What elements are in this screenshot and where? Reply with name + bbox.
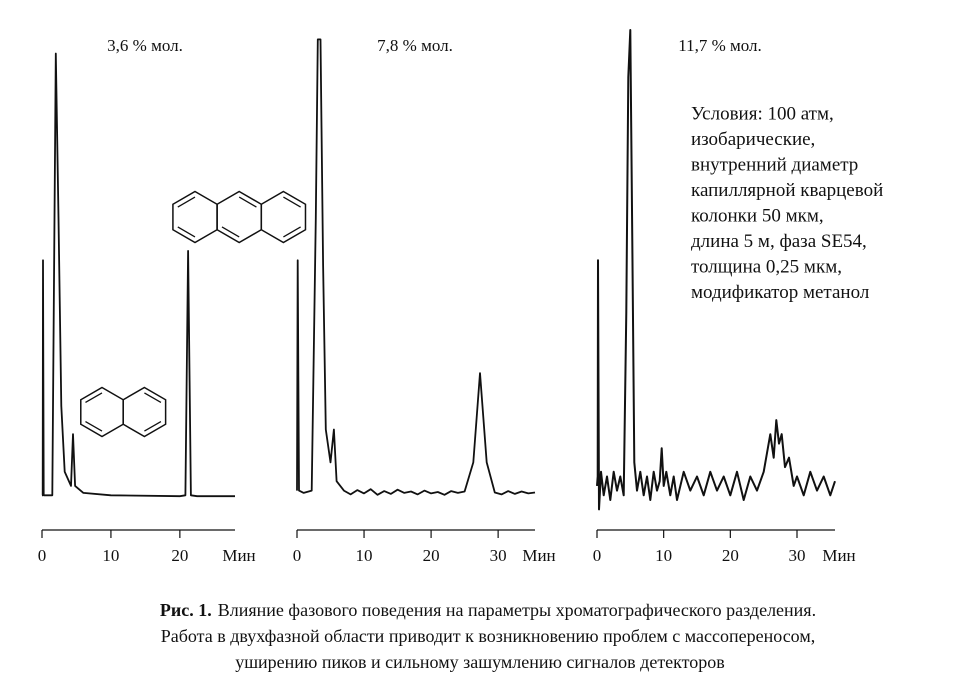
x-tick-label: 20 <box>171 546 188 565</box>
double-bond <box>283 196 301 208</box>
ring <box>172 190 218 244</box>
conditions-text: модификатор метанол <box>691 282 870 303</box>
conditions-text: длина 5 м, фаза SE54, <box>691 231 867 252</box>
double-bond <box>144 392 162 404</box>
double-bond <box>85 392 103 404</box>
chart-title: 7,8 % мол. <box>377 36 453 55</box>
conditions-text: колонки 50 мкм, <box>691 205 824 226</box>
double-bond <box>238 196 257 208</box>
x-tick-label: 20 <box>423 546 440 565</box>
caption-line: уширению пиков и сильному зашумлению сиг… <box>235 652 725 672</box>
conditions-text: толщина 0,25 мкм, <box>691 256 842 277</box>
chromatogram-trace <box>596 29 836 511</box>
x-tick-label: 30 <box>789 546 806 565</box>
conditions-text: капиллярной кварцевой <box>691 180 883 201</box>
x-tick-label: 0 <box>593 546 602 565</box>
caption-line: Рис. 1. Влияние фазового поведения на пар… <box>160 600 816 620</box>
conditions-text: изобарические, <box>691 129 815 150</box>
double-bond <box>85 420 103 432</box>
double-bond <box>221 226 240 238</box>
conditions-text: внутренний диаметр <box>691 154 858 175</box>
double-bond <box>283 226 301 238</box>
double-bond <box>177 196 196 208</box>
chromatogram-trace <box>296 38 536 496</box>
ring <box>260 190 307 244</box>
double-bond <box>177 226 196 238</box>
x-axis-label: Мин <box>822 546 855 565</box>
chart-title: 11,7 % мол. <box>678 36 762 55</box>
x-tick-label: 10 <box>655 546 672 565</box>
x-tick-label: 0 <box>293 546 302 565</box>
caption-label: Рис. 1. <box>160 600 212 620</box>
ring <box>80 386 124 438</box>
double-bond <box>144 420 162 432</box>
x-axis-label: Мин <box>522 546 555 565</box>
x-tick-label: 30 <box>490 546 507 565</box>
chromatogram-trace <box>41 52 235 498</box>
ring <box>122 386 167 438</box>
x-tick-label: 0 <box>38 546 47 565</box>
conditions-text: Условия: 100 атм, <box>691 103 834 124</box>
x-axis-label: Мин <box>222 546 255 565</box>
chart-title: 3,6 % мол. <box>107 36 183 55</box>
x-tick-label: 20 <box>722 546 739 565</box>
ring <box>216 190 263 244</box>
x-tick-label: 10 <box>356 546 373 565</box>
x-tick-label: 10 <box>102 546 119 565</box>
caption-line: Работа в двухфазной области приводит к в… <box>161 626 815 646</box>
caption-text: Влияние фазового поведения на параметры … <box>218 600 816 620</box>
